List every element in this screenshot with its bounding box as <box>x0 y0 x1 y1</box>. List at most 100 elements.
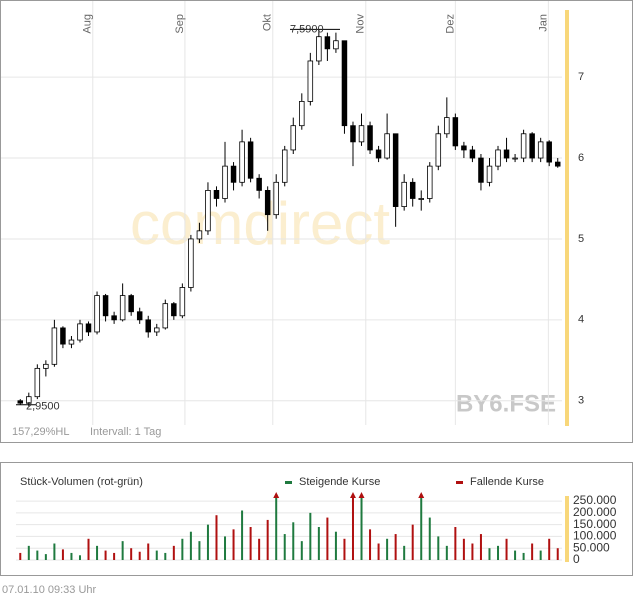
volume-bar <box>497 545 500 560</box>
volume-bar <box>514 550 517 560</box>
candle-body <box>427 165 433 199</box>
x-tick-label: Dez <box>444 14 456 34</box>
candle-body <box>281 149 288 183</box>
volume-bar <box>548 538 551 560</box>
candle-body <box>213 189 220 199</box>
volume-bar <box>377 543 380 560</box>
watermark: comdirect <box>130 190 390 257</box>
candle-body <box>409 181 416 199</box>
volume-bar <box>403 545 406 560</box>
y-tick-label: 6 <box>578 152 584 164</box>
volume-bar <box>215 515 218 560</box>
x-tick-label: Nov <box>355 14 367 34</box>
volume-bar <box>420 494 423 560</box>
y-tick-label: 0 <box>573 552 580 566</box>
volume-bar <box>556 548 559 560</box>
candle-body <box>520 133 527 159</box>
candle-body <box>145 319 151 333</box>
candle-body <box>401 181 407 207</box>
candle-body <box>495 149 501 167</box>
candle-body <box>256 177 262 191</box>
candle-body <box>154 327 160 333</box>
volume-bar <box>61 549 64 560</box>
y-tick-label: 4 <box>578 314 584 326</box>
legend-swatch <box>285 481 292 484</box>
candle-body <box>128 295 134 313</box>
volume-bar <box>232 529 235 560</box>
candle-body <box>85 323 92 333</box>
overflow-arrow <box>273 492 280 498</box>
candle-body <box>43 363 49 369</box>
candle-body <box>392 133 399 207</box>
candle-body <box>512 157 518 160</box>
candle-body <box>367 125 373 151</box>
volume-bar <box>164 552 167 560</box>
volume-bar <box>78 555 81 560</box>
candle-body <box>469 149 476 159</box>
volume-title: Stück-Volumen (rot-grün) <box>20 476 143 488</box>
candle-body <box>247 141 254 179</box>
candle-body <box>341 40 348 127</box>
interval: Intervall: 1 Tag <box>90 426 161 438</box>
candle-body <box>239 141 245 183</box>
candle-body <box>350 125 356 143</box>
volume-bar <box>488 548 491 560</box>
y-tick-label: 5 <box>578 233 584 245</box>
candle-body <box>68 339 75 345</box>
candle-body <box>222 165 228 199</box>
current-bar <box>565 10 569 426</box>
candle-body <box>461 145 467 151</box>
candle-body <box>435 133 442 167</box>
volume-bar <box>351 494 354 560</box>
volume-bar <box>70 552 73 560</box>
candle-body <box>111 315 117 321</box>
x-tick-label: Okt <box>262 14 274 31</box>
candle-body <box>196 230 203 240</box>
volume-bar <box>275 494 278 560</box>
overflow-arrow <box>358 492 365 498</box>
volume-bar <box>394 534 397 560</box>
legend-swatch <box>456 481 463 484</box>
volume-bar <box>181 538 184 560</box>
legend-label: Steigende Kurse <box>299 476 380 488</box>
volume-bar <box>317 527 320 560</box>
volume-bar <box>445 545 448 560</box>
volume-bar <box>189 531 192 560</box>
candle-body <box>60 327 66 345</box>
candle-body <box>26 396 32 404</box>
volume-bar <box>326 517 329 560</box>
volume-bar <box>479 534 482 560</box>
volume-bar <box>19 552 22 560</box>
volume-bar <box>36 550 39 560</box>
candle-body <box>264 189 271 216</box>
current-bar <box>565 496 569 562</box>
y-tick-label: 200.000 <box>573 505 617 519</box>
y-tick-label: 100.000 <box>573 529 617 543</box>
volume-bar <box>258 538 261 560</box>
symbol: BY6.FSE <box>456 390 556 417</box>
volume-bar <box>224 536 227 560</box>
candle-body <box>503 149 510 159</box>
candle-body <box>529 133 535 159</box>
candle-body <box>290 125 297 151</box>
legend-label: Fallende Kurse <box>470 476 544 488</box>
y-tick-label: 250.000 <box>573 493 617 507</box>
volume-bar <box>121 541 124 560</box>
footer: 07.01.10 09:33 Uhr <box>2 584 97 596</box>
volume-bar <box>206 524 209 560</box>
volume-bar <box>44 554 47 560</box>
candle-body <box>230 165 237 183</box>
candle-body <box>444 117 450 135</box>
volume-bar <box>27 545 30 560</box>
candle-body <box>452 117 459 147</box>
candle-body <box>478 157 484 183</box>
volume-bar <box>96 545 99 560</box>
candle-body <box>546 141 552 163</box>
x-tick-label: Aug <box>82 14 94 34</box>
volume-bar <box>343 538 346 560</box>
volume-bar <box>369 529 372 560</box>
volume-bar <box>292 522 295 560</box>
volume-bar <box>386 538 389 560</box>
volume-bar <box>283 534 286 560</box>
candle-body <box>51 327 58 365</box>
